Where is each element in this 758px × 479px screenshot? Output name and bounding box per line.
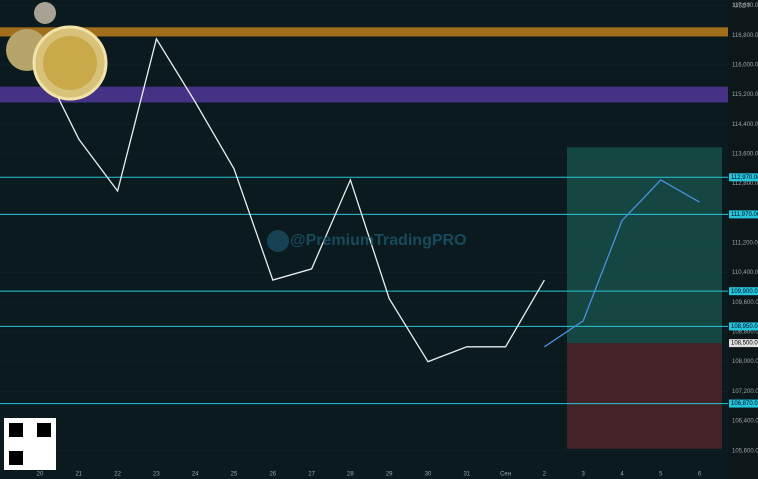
x-tick-label: 26 — [269, 472, 276, 478]
y-tick-label: 116,800.00 — [732, 33, 758, 39]
x-tick-label: 24 — [192, 472, 199, 478]
price-line — [544, 179, 700, 348]
level-label: 106,870.00 — [731, 401, 758, 407]
y-axis-panel — [728, 0, 758, 479]
y-tick-label: 112,800.00 — [732, 181, 758, 187]
y-tick-label: 111,200.00 — [732, 241, 758, 247]
qr-code — [9, 451, 23, 465]
level-label: 108,950.00 — [731, 324, 758, 330]
x-tick-label: 27 — [308, 472, 315, 478]
watermark: @PremiumTradingPRO — [290, 232, 467, 249]
y-tick-label: 116,000.00 — [732, 62, 758, 68]
level-label-bg — [729, 287, 758, 296]
x-tick-label: 5 — [659, 472, 663, 478]
currency: USDT — [734, 4, 751, 10]
x-tick-label: 2 — [543, 472, 547, 478]
y-tick-label: 108,000.00 — [732, 359, 758, 365]
zone — [0, 86, 729, 103]
entry-label: 108,500.00 — [731, 341, 758, 347]
x-tick-label: 23 — [153, 472, 160, 478]
watermark-icon — [267, 230, 289, 252]
qr-code — [37, 423, 51, 437]
y-tick-label: 117,600.00 — [732, 3, 758, 9]
x-tick-label: 21 — [75, 472, 82, 478]
entry-label-bg — [729, 339, 758, 348]
level-label-bg — [729, 173, 758, 182]
y-tick-label: 107,200.00 — [732, 389, 758, 395]
x-tick-label: 3 — [582, 472, 586, 478]
y-tick-label: 108,800.00 — [732, 330, 758, 336]
level-label-bg — [729, 322, 758, 331]
y-tick-label: 110,400.00 — [732, 270, 758, 276]
y-tick-label: 115,200.00 — [732, 92, 758, 98]
level-label: 112,970.00 — [731, 175, 758, 181]
x-tick-label: 6 — [698, 472, 702, 478]
price-line — [39, 37, 545, 363]
plot — [0, 5, 729, 451]
target-area — [567, 147, 722, 344]
qr-code — [9, 423, 23, 437]
y-tick-label: 109,600.00 — [732, 300, 758, 306]
x-tick-label: 22 — [114, 472, 121, 478]
x-tick-label: 28 — [347, 472, 354, 478]
x-tick-label: 20 — [37, 472, 44, 478]
x-tick-label: 29 — [386, 472, 393, 478]
x-tick-label: 25 — [231, 472, 238, 478]
coin-icon — [34, 2, 56, 24]
x-tick-label: 4 — [620, 472, 624, 478]
level-label: 111,970.00 — [731, 212, 758, 218]
y-tick-label: 105,600.00 — [732, 448, 758, 454]
zone — [0, 27, 729, 37]
x-tick-label: 31 — [463, 472, 470, 478]
y-tick-label: 106,400.00 — [732, 419, 758, 425]
y-tick-label: 113,600.00 — [732, 152, 758, 158]
coin-icon — [43, 36, 97, 90]
level-label-bg — [729, 399, 758, 408]
stop-area — [567, 343, 722, 449]
level-label: 109,900.00 — [731, 289, 758, 295]
x-tick-label: Сен — [500, 472, 511, 478]
y-tick-label: 114,400.00 — [732, 122, 758, 128]
x-tick-label: 30 — [425, 472, 432, 478]
level-label-bg — [729, 210, 758, 219]
